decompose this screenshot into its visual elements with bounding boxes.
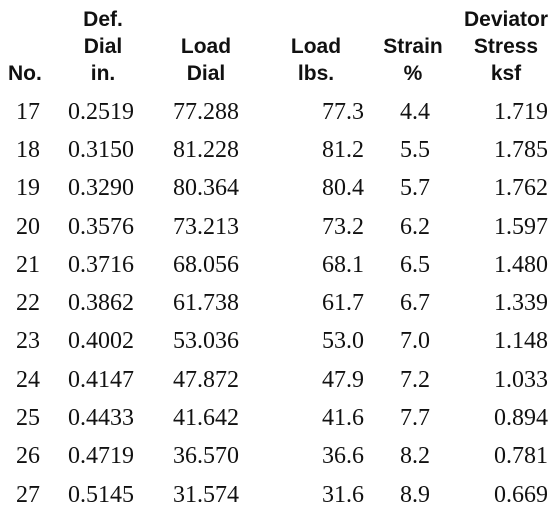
- header-def-dial: Def. Dial in.: [83, 8, 123, 85]
- cell-def-dial: 0.3150: [68, 136, 134, 163]
- table-row: 17 0.2519 77.288 77.3 4.4 1.719: [0, 93, 556, 131]
- cell-strain: 7.7: [400, 405, 430, 432]
- cell-load-lbs: 47.9: [322, 366, 364, 393]
- cell-deviator-stress: 1.033: [494, 366, 548, 393]
- cell-deviator-stress: 1.339: [494, 290, 548, 317]
- cell-load-dial: 73.213: [173, 213, 239, 240]
- header-deviator-stress: Deviator Stress ksf: [463, 8, 549, 85]
- test-data-table: No. Def. Dial in. Load Dial Load lbs. St…: [0, 6, 556, 514]
- cell-load-dial: 36.570: [173, 443, 239, 470]
- cell-no: 17: [16, 98, 40, 125]
- cell-load-lbs: 41.6: [322, 405, 364, 432]
- cell-load-lbs: 73.2: [322, 213, 364, 240]
- cell-strain: 6.2: [400, 213, 430, 240]
- cell-no: 27: [16, 481, 40, 508]
- cell-load-dial: 80.364: [173, 175, 239, 202]
- cell-load-dial: 47.872: [173, 366, 239, 393]
- cell-strain: 7.0: [400, 328, 430, 355]
- cell-load-lbs: 80.4: [322, 175, 364, 202]
- header-load-lbs: Load lbs.: [290, 35, 342, 85]
- cell-strain: 7.2: [400, 366, 430, 393]
- cell-def-dial: 0.3862: [68, 290, 134, 317]
- cell-load-lbs: 53.0: [322, 328, 364, 355]
- cell-def-dial: 0.3716: [68, 251, 134, 278]
- cell-no: 25: [16, 405, 40, 432]
- cell-def-dial: 0.3576: [68, 213, 134, 240]
- cell-load-lbs: 31.6: [322, 481, 364, 508]
- cell-strain: 4.4: [400, 98, 430, 125]
- cell-deviator-stress: 1.597: [494, 213, 548, 240]
- cell-no: 18: [16, 136, 40, 163]
- cell-no: 20: [16, 213, 40, 240]
- cell-deviator-stress: 0.669: [494, 481, 548, 508]
- cell-strain: 8.2: [400, 443, 430, 470]
- cell-load-dial: 61.738: [173, 290, 239, 317]
- table-row: 24 0.4147 47.872 47.9 7.2 1.033: [0, 361, 556, 399]
- cell-def-dial: 0.4002: [68, 328, 134, 355]
- table-row: 26 0.4719 36.570 36.6 8.2 0.781: [0, 438, 556, 476]
- cell-strain: 8.9: [400, 481, 430, 508]
- cell-strain: 6.5: [400, 251, 430, 278]
- table-row: 23 0.4002 53.036 53.0 7.0 1.148: [0, 323, 556, 361]
- cell-no: 24: [16, 366, 40, 393]
- cell-load-lbs: 36.6: [322, 443, 364, 470]
- table-row: 21 0.3716 68.056 68.1 6.5 1.480: [0, 246, 556, 284]
- cell-load-dial: 41.642: [173, 405, 239, 432]
- table-row: 25 0.4433 41.642 41.6 7.7 0.894: [0, 399, 556, 437]
- table-row: 27 0.5145 31.574 31.6 8.9 0.669: [0, 476, 556, 514]
- cell-load-lbs: 77.3: [322, 98, 364, 125]
- header-load-dial: Load Dial: [180, 35, 232, 85]
- cell-no: 19: [16, 175, 40, 202]
- cell-deviator-stress: 1.480: [494, 251, 548, 278]
- table-row: 19 0.3290 80.364 80.4 5.7 1.762: [0, 170, 556, 208]
- cell-strain: 5.5: [400, 136, 430, 163]
- cell-no: 26: [16, 443, 40, 470]
- cell-load-lbs: 61.7: [322, 290, 364, 317]
- cell-load-dial: 77.288: [173, 98, 239, 125]
- header-no: No.: [8, 62, 42, 85]
- cell-deviator-stress: 1.719: [494, 98, 548, 125]
- cell-deviator-stress: 1.785: [494, 136, 548, 163]
- cell-no: 21: [16, 251, 40, 278]
- cell-load-lbs: 68.1: [322, 251, 364, 278]
- table-row: 22 0.3862 61.738 61.7 6.7 1.339: [0, 284, 556, 322]
- cell-def-dial: 0.3290: [68, 175, 134, 202]
- cell-strain: 5.7: [400, 175, 430, 202]
- cell-load-dial: 68.056: [173, 251, 239, 278]
- cell-load-dial: 81.228: [173, 136, 239, 163]
- cell-no: 22: [16, 290, 40, 317]
- cell-def-dial: 0.5145: [68, 481, 134, 508]
- cell-deviator-stress: 0.781: [494, 443, 548, 470]
- cell-def-dial: 0.4433: [68, 405, 134, 432]
- header-row: No. Def. Dial in. Load Dial Load lbs. St…: [0, 6, 556, 93]
- table-row: 20 0.3576 73.213 73.2 6.2 1.597: [0, 208, 556, 246]
- cell-def-dial: 0.2519: [68, 98, 134, 125]
- cell-def-dial: 0.4719: [68, 443, 134, 470]
- table-row: 18 0.3150 81.228 81.2 5.5 1.785: [0, 131, 556, 169]
- cell-strain: 6.7: [400, 290, 430, 317]
- cell-deviator-stress: 0.894: [494, 405, 548, 432]
- cell-load-lbs: 81.2: [322, 136, 364, 163]
- cell-load-dial: 53.036: [173, 328, 239, 355]
- table-body: 17 0.2519 77.288 77.3 4.4 1.719 18 0.3150 81.228…: [0, 93, 556, 514]
- cell-load-dial: 31.574: [173, 481, 239, 508]
- cell-deviator-stress: 1.762: [494, 175, 548, 202]
- cell-deviator-stress: 1.148: [494, 328, 548, 355]
- cell-no: 23: [16, 328, 40, 355]
- cell-def-dial: 0.4147: [68, 366, 134, 393]
- header-strain: Strain %: [383, 35, 443, 85]
